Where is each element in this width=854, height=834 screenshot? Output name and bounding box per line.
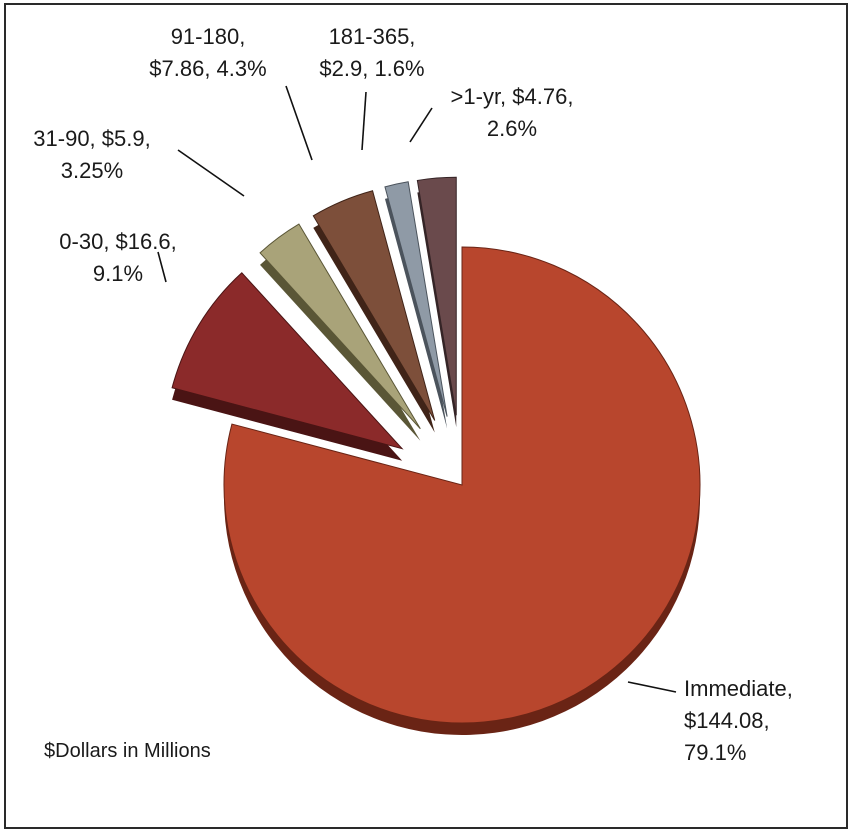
slice-label: 91-180, $7.86, 4.3% [149, 24, 266, 81]
leader-line [177, 149, 245, 197]
slice-label: 181-365, $2.9, 1.6% [319, 24, 424, 81]
leader-line [157, 251, 167, 283]
slice-label: Immediate, $144.08, 79.1% [684, 676, 793, 765]
pie-slice [416, 176, 457, 416]
slice-labels: Immediate, $144.08, 79.1% 0-30, $16.6, 9.1% 3… [33, 24, 793, 765]
pie-slice [312, 190, 436, 421]
pie-slice [384, 181, 448, 417]
slice-label: 0-30, $16.6, 9.1% [59, 229, 176, 286]
slice-label: >1-yr, $4.76, 2.6% [451, 84, 574, 141]
leader-lines [157, 85, 677, 693]
units-note: $Dollars in Millions [44, 740, 211, 762]
pie-slices [171, 176, 701, 736]
leader-line [361, 91, 367, 151]
pie-slice-side [384, 193, 448, 429]
slice-label: 31-90, $5.9, 3.25% [33, 126, 150, 183]
leader-line [627, 681, 677, 693]
leader-line [409, 107, 433, 143]
pie-slice [259, 223, 421, 430]
leader-line [285, 85, 313, 161]
pie-slice [171, 272, 404, 450]
pie-slice [223, 246, 701, 724]
